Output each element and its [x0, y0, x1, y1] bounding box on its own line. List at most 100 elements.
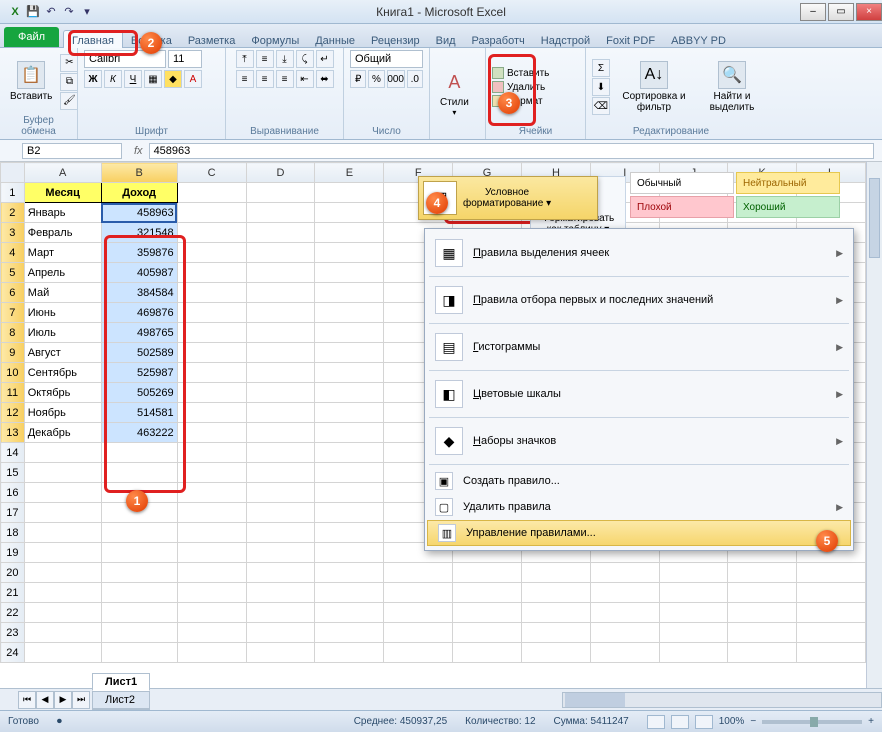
- menu-item[interactable]: ▦Правила выделения ячеек▶: [425, 233, 853, 273]
- empty-cell[interactable]: [24, 523, 101, 543]
- clear-icon[interactable]: ⌫: [592, 97, 610, 115]
- align-bot-icon[interactable]: ⤓: [276, 50, 294, 68]
- empty-cell[interactable]: [177, 343, 246, 363]
- empty-cell[interactable]: [315, 603, 384, 623]
- align-top-icon[interactable]: ⤒: [236, 50, 254, 68]
- empty-cell[interactable]: [590, 583, 659, 603]
- empty-cell[interactable]: [246, 483, 315, 503]
- cell-A9[interactable]: Август: [24, 343, 101, 363]
- percent-icon[interactable]: %: [368, 70, 384, 88]
- find-select-button[interactable]: 🔍 Найти и выделить: [698, 59, 766, 115]
- empty-cell[interactable]: [177, 463, 246, 483]
- redo-icon[interactable]: ↷: [62, 5, 76, 19]
- menu-item[interactable]: ▤Гистограммы▶: [425, 327, 853, 367]
- empty-cell[interactable]: [728, 563, 797, 583]
- macro-record-icon[interactable]: ⏺: [57, 716, 62, 727]
- empty-cell[interactable]: [101, 483, 177, 503]
- cell-B3[interactable]: 321548: [101, 223, 177, 243]
- copy-icon[interactable]: ⧉: [60, 73, 78, 91]
- cell-A7[interactable]: Июнь: [24, 303, 101, 323]
- sheet-nav-arrows[interactable]: ⏮◀▶⏭: [18, 691, 90, 709]
- column-header-A[interactable]: A: [24, 163, 101, 183]
- sheet-tab-Лист1[interactable]: Лист1: [92, 673, 150, 691]
- merge-icon[interactable]: ⬌: [316, 70, 334, 88]
- cell-B7[interactable]: 469876: [101, 303, 177, 323]
- cell-A8[interactable]: Июль: [24, 323, 101, 343]
- column-header-D[interactable]: D: [246, 163, 315, 183]
- empty-cell[interactable]: [246, 643, 315, 663]
- cell-styles-gallery[interactable]: ОбычныйНейтральныйПлохойХороший: [630, 172, 850, 218]
- empty-cell[interactable]: [728, 623, 797, 643]
- empty-cell[interactable]: [453, 603, 522, 623]
- empty-cell[interactable]: [315, 523, 384, 543]
- empty-cell[interactable]: [177, 423, 246, 443]
- empty-cell[interactable]: [177, 283, 246, 303]
- empty-cell[interactable]: [384, 623, 453, 643]
- row-header-14[interactable]: 14: [1, 443, 25, 463]
- empty-cell[interactable]: [659, 603, 728, 623]
- empty-cell[interactable]: [453, 583, 522, 603]
- empty-cell[interactable]: [24, 583, 101, 603]
- empty-cell[interactable]: [177, 303, 246, 323]
- empty-cell[interactable]: [315, 403, 384, 423]
- align-left-icon[interactable]: ≡: [236, 70, 254, 88]
- empty-cell[interactable]: [177, 523, 246, 543]
- font-size-combo[interactable]: 11: [168, 50, 202, 68]
- empty-cell[interactable]: [246, 603, 315, 623]
- empty-cell[interactable]: [246, 463, 315, 483]
- empty-cell[interactable]: [315, 423, 384, 443]
- empty-cell[interactable]: [315, 323, 384, 343]
- empty-cell[interactable]: [728, 583, 797, 603]
- cell-B2[interactable]: 458963: [101, 203, 177, 223]
- wrap-text-icon[interactable]: ↵: [316, 50, 334, 68]
- empty-cell[interactable]: [315, 363, 384, 383]
- column-header-B[interactable]: B: [101, 163, 177, 183]
- empty-cell[interactable]: [384, 643, 453, 663]
- sort-filter-button[interactable]: A↓ Сортировка и фильтр: [618, 59, 690, 115]
- style-Плохой[interactable]: Плохой: [630, 196, 734, 218]
- cell-B11[interactable]: 505269: [101, 383, 177, 403]
- empty-cell[interactable]: [101, 523, 177, 543]
- row-header-3[interactable]: 3: [1, 223, 25, 243]
- row-header-23[interactable]: 23: [1, 623, 25, 643]
- cell-B5[interactable]: 405987: [101, 263, 177, 283]
- empty-cell[interactable]: [246, 263, 315, 283]
- empty-cell[interactable]: [384, 603, 453, 623]
- styles-button[interactable]: A Стили ▾: [436, 65, 473, 121]
- row-header-24[interactable]: 24: [1, 643, 25, 663]
- cell-A13[interactable]: Декабрь: [24, 423, 101, 443]
- fill-icon[interactable]: ⬇: [592, 78, 610, 96]
- empty-cell[interactable]: [246, 623, 315, 643]
- empty-cell[interactable]: [101, 543, 177, 563]
- comma-icon[interactable]: 000: [387, 70, 405, 88]
- align-right-icon[interactable]: ≡: [276, 70, 294, 88]
- empty-cell[interactable]: [177, 263, 246, 283]
- empty-cell[interactable]: [315, 503, 384, 523]
- empty-cell[interactable]: [177, 543, 246, 563]
- cell-A4[interactable]: Март: [24, 243, 101, 263]
- row-header-1[interactable]: 1: [1, 183, 25, 203]
- empty-cell[interactable]: [522, 583, 591, 603]
- empty-cell[interactable]: [177, 503, 246, 523]
- empty-cell[interactable]: [177, 643, 246, 663]
- empty-cell[interactable]: [659, 623, 728, 643]
- empty-cell[interactable]: [453, 563, 522, 583]
- menu-item-small[interactable]: ▢Удалить правила▶: [425, 494, 853, 520]
- empty-cell[interactable]: [101, 583, 177, 603]
- empty-cell[interactable]: [590, 563, 659, 583]
- empty-cell[interactable]: [797, 563, 866, 583]
- number-format-combo[interactable]: Общий: [350, 50, 423, 68]
- empty-cell[interactable]: [177, 243, 246, 263]
- empty-cell[interactable]: [24, 623, 101, 643]
- cell-A10[interactable]: Сентябрь: [24, 363, 101, 383]
- row-header-18[interactable]: 18: [1, 523, 25, 543]
- style-Хороший[interactable]: Хороший: [736, 196, 840, 218]
- empty-cell[interactable]: [246, 223, 315, 243]
- empty-cell[interactable]: [315, 203, 384, 223]
- empty-cell[interactable]: [246, 523, 315, 543]
- empty-cell[interactable]: [24, 543, 101, 563]
- empty-cell[interactable]: [101, 443, 177, 463]
- empty-cell[interactable]: [797, 603, 866, 623]
- empty-cell[interactable]: [177, 443, 246, 463]
- empty-cell[interactable]: [315, 283, 384, 303]
